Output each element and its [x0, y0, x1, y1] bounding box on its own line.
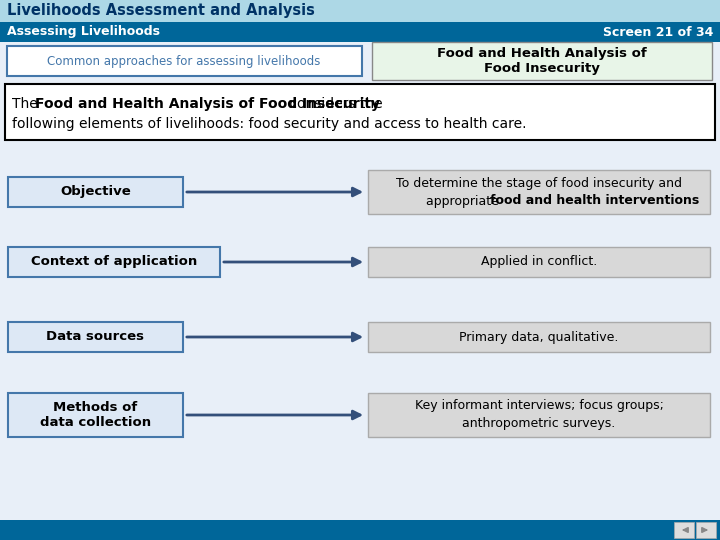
Bar: [368, 393, 710, 437]
Text: To determine the stage of food insecurity and: To determine the stage of food insecurit…: [396, 177, 682, 190]
Text: Assessing Livelihoods: Assessing Livelihoods: [7, 25, 160, 38]
Text: .: .: [647, 194, 651, 207]
Text: Applied in conflict.: Applied in conflict.: [481, 255, 597, 268]
Text: anthropometric surveys.: anthropometric surveys.: [462, 417, 616, 430]
Bar: [372, 42, 712, 80]
Text: following elements of livelihoods: food security and access to health care.: following elements of livelihoods: food …: [12, 117, 526, 131]
Bar: [5, 84, 715, 140]
Bar: [674, 522, 694, 538]
Bar: [7, 46, 362, 76]
Text: Data sources: Data sources: [47, 330, 145, 343]
Text: Key informant interviews; focus groups;: Key informant interviews; focus groups;: [415, 400, 663, 413]
Bar: [8, 177, 183, 207]
Bar: [8, 393, 183, 437]
Text: Objective: Objective: [60, 186, 131, 199]
Bar: [696, 522, 716, 538]
Bar: [0, 22, 720, 42]
Bar: [368, 170, 710, 214]
Text: Common approaches for assessing livelihoods: Common approaches for assessing liveliho…: [48, 55, 320, 68]
Bar: [8, 322, 183, 352]
Text: Food and Health Analysis of
Food Insecurity: Food and Health Analysis of Food Insecur…: [437, 47, 647, 75]
Bar: [368, 247, 710, 277]
Text: Food and Health Analysis of Food Insecurity: Food and Health Analysis of Food Insecur…: [35, 97, 380, 111]
Text: appropriate: appropriate: [426, 194, 503, 207]
Bar: [368, 322, 710, 352]
Text: The: The: [12, 97, 42, 111]
Text: Primary data, qualitative.: Primary data, qualitative.: [459, 330, 618, 343]
Bar: [8, 247, 220, 277]
Text: Livelihoods Assessment and Analysis: Livelihoods Assessment and Analysis: [7, 3, 315, 18]
Text: Screen 21 of 34: Screen 21 of 34: [603, 25, 713, 38]
Text: considers the: considers the: [284, 97, 382, 111]
Text: Methods of
data collection: Methods of data collection: [40, 401, 151, 429]
Bar: [0, 520, 720, 540]
Text: Context of application: Context of application: [31, 255, 197, 268]
Bar: [0, 0, 720, 22]
Text: food and health interventions: food and health interventions: [490, 194, 700, 207]
